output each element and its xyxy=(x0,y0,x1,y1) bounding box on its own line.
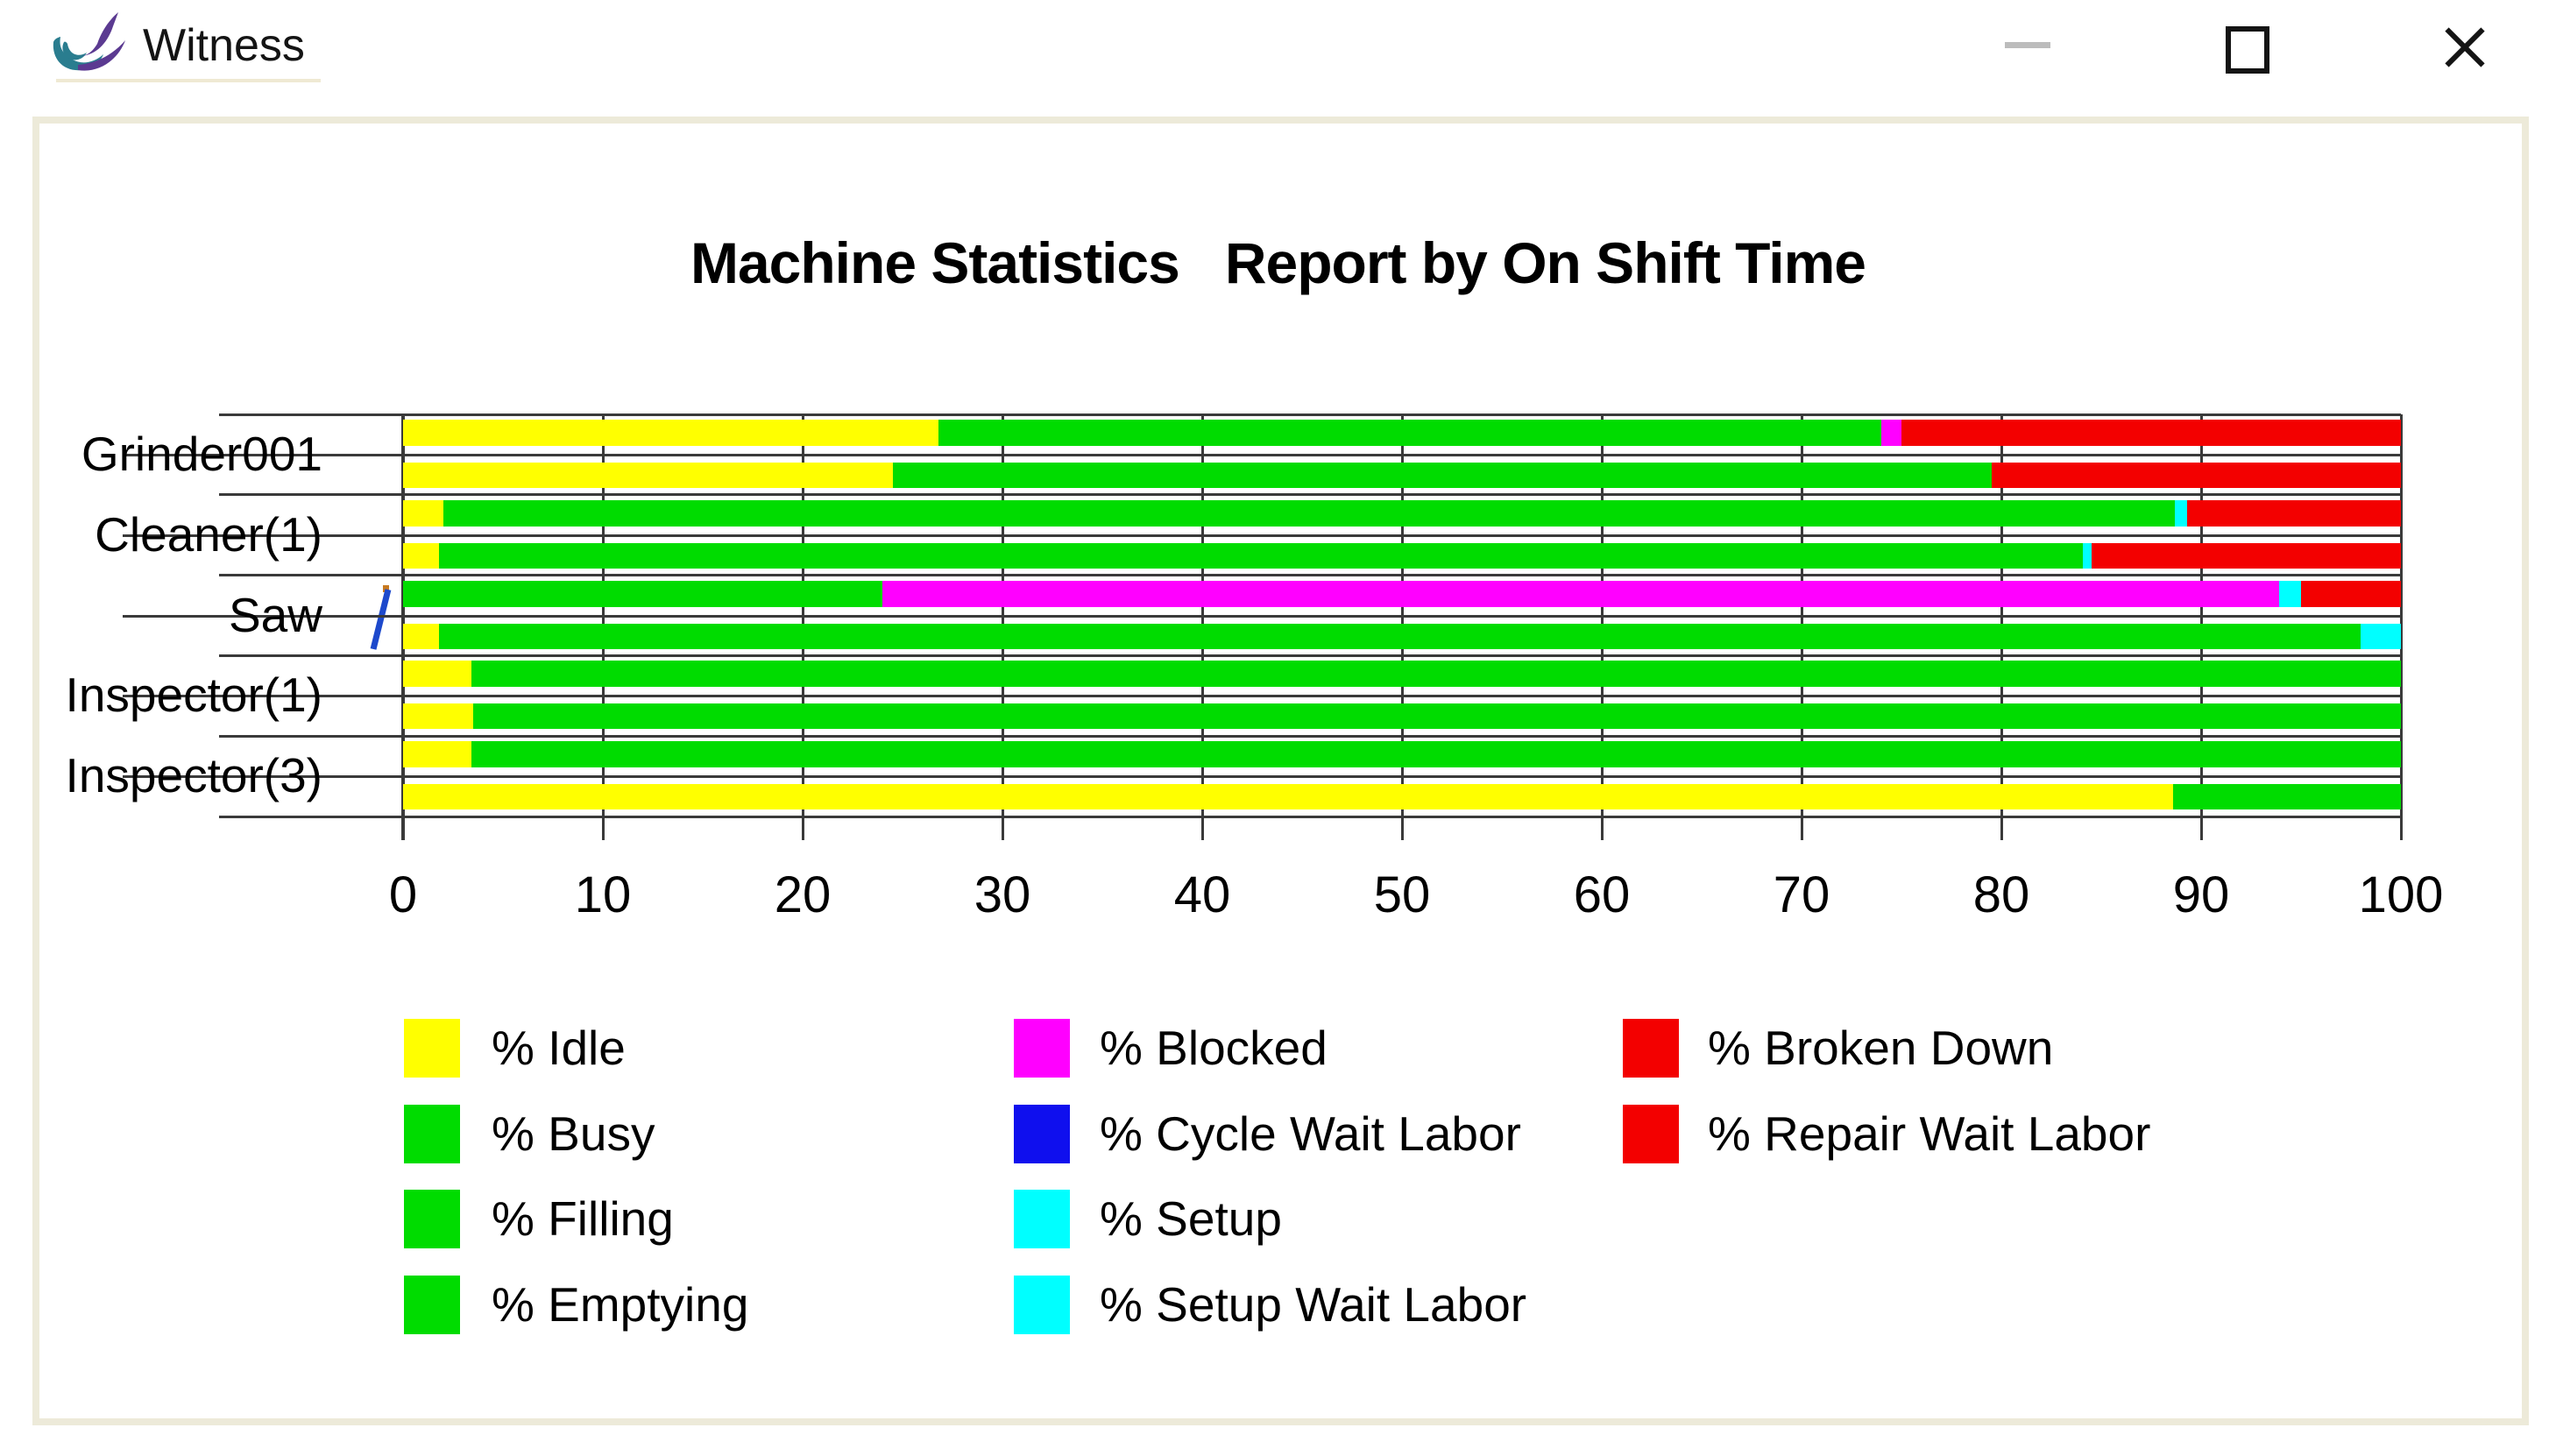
machine-label-Saw: Saw xyxy=(229,587,322,642)
bar-Grinder001-2 xyxy=(403,463,2401,488)
x-tick-label-30: 30 xyxy=(974,866,1031,923)
segment-busy xyxy=(439,623,2361,649)
row-boundary-4 xyxy=(219,734,2401,738)
legend-label-emptying: % Emptying xyxy=(492,1276,749,1332)
bar-Inspector(1)-2 xyxy=(403,703,2401,730)
segment-setup xyxy=(2361,623,2401,649)
legend-swatch-filling xyxy=(404,1190,460,1248)
gridline-100 xyxy=(2399,414,2403,840)
legend-swatch-cyclewaitlabor xyxy=(1014,1104,1070,1163)
row-midline-Grinder001 xyxy=(123,454,2401,456)
x-tick-label-10: 10 xyxy=(574,866,632,923)
bar-Saw-1 xyxy=(403,580,2401,607)
bar-Cleaner(1)-2 xyxy=(403,542,2401,569)
legend-swatch-idle xyxy=(404,1019,460,1078)
titlebar: Witness xyxy=(0,0,2556,98)
row-boundary-0 xyxy=(219,413,2401,416)
row-midline-Inspector(1) xyxy=(123,695,2401,698)
legend-label-busy: % Busy xyxy=(492,1106,655,1161)
legend-label-setupwaitlabor: % Setup Wait Labor xyxy=(1100,1276,1527,1332)
segment-brokendown xyxy=(2300,580,2401,607)
segment-brokendown xyxy=(2187,499,2401,527)
minimize-button[interactable] xyxy=(2005,42,2050,48)
bar-Cleaner(1)-1 xyxy=(403,499,2401,527)
segment-busy xyxy=(403,580,883,607)
machine-label-Inspector(1): Inspector(1) xyxy=(65,668,322,723)
maximize-button[interactable] xyxy=(2226,26,2269,74)
machine-label-Cleaner(1): Cleaner(1) xyxy=(95,506,322,562)
segment-idle xyxy=(403,420,939,446)
close-button[interactable] xyxy=(2441,25,2487,70)
chart-title: Machine Statistics Report by On Shift Ti… xyxy=(690,230,1866,295)
legend-swatch-brokendown xyxy=(1623,1019,1679,1078)
row-boundary-2 xyxy=(219,574,2401,577)
row-boundary-5 xyxy=(219,815,2401,818)
x-tick-label-0: 0 xyxy=(388,866,418,923)
segment-idle xyxy=(403,703,473,730)
segment-busy xyxy=(938,420,1882,446)
segment-idle xyxy=(403,623,440,649)
x-tick-label-70: 70 xyxy=(1773,866,1830,923)
segment-setup xyxy=(2083,542,2092,569)
row-boundary-3 xyxy=(219,654,2401,657)
row-boundary-1 xyxy=(219,493,2401,497)
segment-busy xyxy=(443,499,2176,527)
segment-idle xyxy=(403,741,471,768)
legend-label-blocked: % Blocked xyxy=(1100,1021,1328,1075)
x-tick-label-80: 80 xyxy=(1972,866,2030,923)
legend-swatch-emptying xyxy=(404,1275,460,1334)
legend-label-setup: % Setup xyxy=(1100,1191,1282,1246)
segment-blocked xyxy=(882,580,2279,607)
x-tick-label-50: 50 xyxy=(1373,866,1431,923)
legend-swatch-repairwaitlabor xyxy=(1623,1104,1679,1163)
segment-idle xyxy=(403,784,2174,810)
bar-Inspector(3)-2 xyxy=(403,784,2401,810)
segment-brokendown xyxy=(1901,420,2401,446)
segment-busy xyxy=(2173,784,2401,810)
segment-idle xyxy=(403,661,471,688)
x-tick-label-100: 100 xyxy=(2358,866,2444,923)
legend-swatch-busy xyxy=(404,1104,460,1163)
legend-swatch-setup xyxy=(1014,1190,1070,1248)
bar-Inspector(3)-1 xyxy=(403,741,2401,768)
segment-idle xyxy=(403,499,443,527)
segment-setup xyxy=(2278,580,2301,607)
segment-busy xyxy=(471,741,2401,768)
machine-label-Inspector(3): Inspector(3) xyxy=(65,748,322,803)
machine-label-Grinder001: Grinder001 xyxy=(81,427,322,481)
legend-swatch-blocked xyxy=(1014,1019,1070,1078)
window-title: Witness xyxy=(143,20,305,71)
legend-label-repairwaitlabor: % Repair Wait Labor xyxy=(1708,1106,2151,1161)
x-tick-label-20: 20 xyxy=(774,866,832,923)
x-tick-label-60: 60 xyxy=(1573,866,1631,923)
stray-orange-mark xyxy=(383,585,389,592)
legend-label-cyclewaitlabor: % Cycle Wait Labor xyxy=(1100,1106,1521,1161)
row-midline-Saw xyxy=(123,614,2401,618)
bar-Saw-2 xyxy=(403,623,2401,649)
witness-logo-icon xyxy=(53,12,125,71)
segment-busy xyxy=(892,463,1992,488)
segment-brokendown xyxy=(1991,463,2401,488)
legend-label-brokendown: % Broken Down xyxy=(1708,1021,2054,1075)
segment-setup xyxy=(2175,499,2188,527)
row-midline-Inspector(3) xyxy=(123,775,2401,779)
segment-busy xyxy=(439,542,2084,569)
legend-label-idle: % Idle xyxy=(492,1021,626,1075)
bar-Inspector(1)-1 xyxy=(403,661,2401,688)
segment-busy xyxy=(471,661,2401,688)
segment-busy xyxy=(472,703,2401,730)
segment-brokendown xyxy=(2091,542,2401,569)
titlebar-separator xyxy=(56,79,321,82)
row-midline-Cleaner(1) xyxy=(123,534,2401,537)
segment-blocked xyxy=(1881,420,1901,446)
x-tick-label-40: 40 xyxy=(1173,866,1231,923)
legend-label-filling: % Filling xyxy=(492,1191,674,1246)
bar-Grinder001-1 xyxy=(403,420,2401,446)
segment-idle xyxy=(403,463,893,488)
segment-idle xyxy=(403,542,440,569)
x-tick-label-90: 90 xyxy=(2172,866,2230,923)
legend-swatch-setupwaitlabor xyxy=(1014,1275,1070,1334)
